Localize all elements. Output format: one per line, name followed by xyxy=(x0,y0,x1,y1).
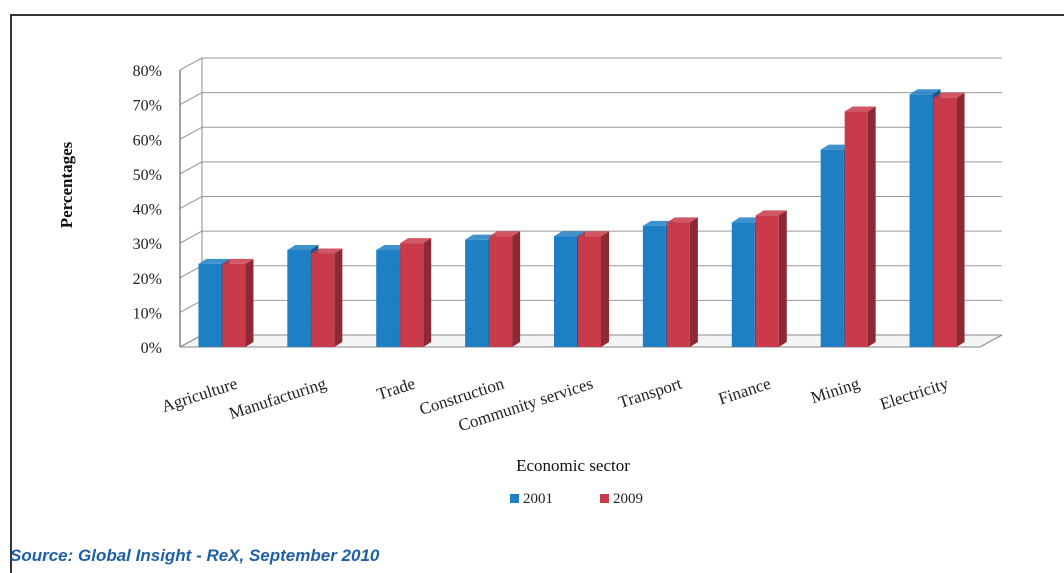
bar-side xyxy=(867,106,876,347)
y-tick-label: 20% xyxy=(133,271,162,288)
bar-side xyxy=(334,248,343,347)
bar-top xyxy=(400,238,432,244)
x-tick-label: Electricity xyxy=(878,374,952,414)
bar-front xyxy=(933,97,957,347)
bar-front xyxy=(465,239,489,347)
bar-top xyxy=(376,245,408,251)
y-tick-label: 50% xyxy=(133,167,162,184)
y-axis-title: Percentages xyxy=(57,141,76,228)
bar-top xyxy=(755,210,787,216)
gridline-side xyxy=(179,126,203,140)
legend-swatch-2009 xyxy=(600,494,609,503)
bar-front xyxy=(666,222,690,347)
chart-frame xyxy=(10,14,1064,573)
bar-front xyxy=(400,243,424,347)
bar-side xyxy=(245,258,254,347)
bar-top xyxy=(820,144,852,150)
bar-side xyxy=(956,92,965,347)
bar-front xyxy=(642,225,666,347)
bar-top xyxy=(731,217,763,223)
bar-2009-finance xyxy=(755,210,787,347)
gridline-side xyxy=(179,57,203,71)
y-tick-label: 10% xyxy=(133,305,162,322)
bar-2009-community-services xyxy=(578,231,609,347)
bar-top xyxy=(222,258,254,264)
bars xyxy=(198,89,965,348)
legend: 2001 2009 xyxy=(510,491,643,507)
bar-2009-construction xyxy=(489,231,521,347)
legend-label-2009: 2009 xyxy=(613,491,643,507)
bar-front xyxy=(287,250,311,347)
bar-front xyxy=(376,250,400,347)
bar-2009-transport xyxy=(666,217,698,347)
bar-front xyxy=(844,111,868,347)
bar-top xyxy=(666,217,698,223)
gridline-side xyxy=(179,161,203,175)
y-tick-label: 40% xyxy=(133,202,162,219)
bar-front xyxy=(198,263,222,347)
bar-top xyxy=(578,231,609,237)
y-tick-label: 0% xyxy=(141,340,162,357)
bar-top xyxy=(554,231,585,237)
x-tick-label: Trade xyxy=(374,374,417,404)
y-tick-label: 30% xyxy=(133,236,162,253)
gridline-side xyxy=(179,299,203,313)
bar-top xyxy=(909,89,941,95)
gridline-side xyxy=(179,196,203,209)
x-tick-label: Manufacturing xyxy=(227,374,329,423)
bar-front xyxy=(820,149,844,347)
bar-top xyxy=(198,258,230,264)
bar-front xyxy=(222,263,246,347)
bar-side xyxy=(601,231,609,347)
bar-front xyxy=(731,222,755,347)
x-tick-label: Mining xyxy=(808,374,862,408)
bar-front xyxy=(489,236,513,347)
bar-2009-manufacturing xyxy=(311,248,343,347)
bar-side xyxy=(778,210,787,347)
bar-2009-mining xyxy=(844,106,876,347)
bar-top xyxy=(311,248,343,254)
bar-2009-trade xyxy=(400,238,432,347)
y-tick-label: 60% xyxy=(133,132,162,149)
x-axis-title: Economic sector xyxy=(516,456,630,475)
x-tick-label: Finance xyxy=(716,374,773,409)
legend-label-2001: 2001 xyxy=(523,491,553,507)
gridline-side xyxy=(179,230,203,244)
bar-front xyxy=(578,236,601,347)
bar-front xyxy=(554,236,577,347)
x-tick-label: Transport xyxy=(616,374,684,412)
bar-front xyxy=(755,215,779,347)
bar-side xyxy=(689,217,698,347)
source-note: Source: Global Insight - ReX, September … xyxy=(10,546,380,565)
legend-swatch-2001 xyxy=(510,494,519,503)
bar-side xyxy=(423,238,432,347)
bar-top xyxy=(489,231,521,237)
y-tick-label: 70% xyxy=(133,98,162,115)
bar-front xyxy=(311,253,335,347)
bar-side xyxy=(512,231,521,347)
gridline-side xyxy=(179,92,203,106)
bar-2009-electricity xyxy=(933,92,965,347)
y-tick-label: 80% xyxy=(133,63,162,80)
bar-top xyxy=(642,220,674,226)
bar-top xyxy=(465,234,497,240)
bar-top xyxy=(287,245,319,251)
gridline-side xyxy=(179,265,203,279)
bar-front xyxy=(909,94,933,347)
bar-top xyxy=(844,106,876,112)
bar-top xyxy=(933,92,965,98)
bar-2009-agriculture xyxy=(222,258,254,347)
